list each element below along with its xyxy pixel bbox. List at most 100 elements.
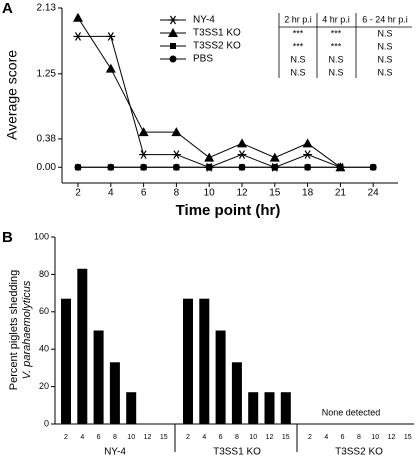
- y-tick-label: 60: [39, 306, 49, 316]
- table-header: 2 hr p.i: [284, 14, 312, 24]
- x-tick-label: 8: [357, 434, 361, 441]
- marker: [107, 163, 115, 171]
- panel-label: B: [2, 229, 13, 246]
- table-cell: N.S: [290, 54, 305, 64]
- legend-label: T3SS2 KO: [193, 41, 241, 52]
- y-tick-label: 40: [39, 344, 49, 354]
- marker: [269, 152, 280, 162]
- x-tick-label: 12: [388, 434, 396, 441]
- table-header: 6 - 24 hr p.i: [362, 14, 408, 24]
- table-cell: N.S: [328, 67, 343, 77]
- bar: [93, 330, 104, 424]
- table-cell: ***: [331, 28, 342, 38]
- marker: [138, 127, 149, 137]
- y-tick-label: 0.38: [37, 134, 57, 145]
- y-axis-label: Average score: [4, 50, 20, 140]
- marker: [106, 32, 116, 41]
- marker: [271, 163, 279, 171]
- x-tick-label: 2: [186, 434, 190, 441]
- x-tick-label: 6: [141, 188, 147, 199]
- group-label: T3SS1 KO: [213, 447, 261, 458]
- table-cell: N.S: [377, 54, 392, 64]
- y-tick-label: 1.25: [37, 68, 57, 79]
- bar: [231, 362, 242, 424]
- legend-label: T3SS1 KO: [193, 28, 241, 39]
- table-cell: ***: [331, 41, 342, 51]
- bar: [248, 392, 259, 424]
- legend-marker: [169, 55, 177, 63]
- y-axis-label: V. parahaemolyticus: [21, 280, 33, 379]
- marker: [105, 63, 116, 73]
- bar: [109, 362, 120, 424]
- x-axis-label: Time point (hr): [176, 202, 281, 219]
- x-tick-label: 4: [108, 188, 114, 199]
- y-axis-label: Percent piglets shedding: [8, 270, 20, 390]
- annotation: None detected: [322, 407, 381, 417]
- x-tick-label: 24: [368, 188, 380, 199]
- x-tick-label: 18: [302, 188, 314, 199]
- x-tick-label: 4: [202, 434, 206, 441]
- x-tick-label: 12: [266, 434, 274, 441]
- legend-label: NY-4: [193, 15, 215, 26]
- marker: [73, 32, 83, 41]
- table-cell: N.S: [377, 41, 392, 51]
- y-tick-label: 100: [34, 231, 49, 241]
- y-tick-label: 20: [39, 381, 49, 391]
- y-tick-label: 0: [44, 418, 49, 428]
- x-tick-label: 12: [236, 188, 248, 199]
- table-cell: N.S: [377, 28, 392, 38]
- bar: [126, 392, 137, 424]
- x-tick-label: 8: [235, 434, 239, 441]
- x-tick-label: 10: [249, 434, 257, 441]
- table-cell: N.S: [377, 67, 392, 77]
- marker: [73, 12, 83, 22]
- bar: [199, 298, 210, 424]
- marker: [304, 163, 312, 171]
- x-tick-label: 15: [269, 188, 281, 199]
- y-tick-label: 0.00: [37, 162, 57, 173]
- marker: [336, 163, 344, 171]
- x-tick-label: 15: [404, 434, 412, 441]
- x-tick-label: 21: [335, 188, 347, 199]
- marker: [204, 152, 215, 162]
- x-tick-label: 10: [371, 434, 379, 441]
- marker: [139, 150, 149, 159]
- marker: [237, 138, 247, 148]
- x-tick-label: 15: [160, 434, 168, 441]
- marker: [140, 163, 148, 171]
- marker: [205, 163, 213, 171]
- bar: [215, 330, 226, 424]
- bar: [61, 298, 71, 424]
- legend-marker: [168, 28, 178, 37]
- y-tick-label: 2.13: [37, 3, 57, 14]
- table-cell: ***: [293, 41, 304, 51]
- marker: [238, 163, 246, 171]
- x-tick-label: 6: [341, 434, 345, 441]
- x-tick-label: 12: [144, 434, 152, 441]
- legend-marker: [170, 43, 176, 49]
- marker: [172, 163, 180, 171]
- legend-marker: [168, 15, 178, 25]
- bar: [77, 268, 88, 424]
- x-tick-label: 4: [80, 434, 84, 441]
- table-header: 4 hr p.i: [322, 14, 350, 24]
- panel-label: A: [2, 0, 13, 17]
- x-tick-label: 2: [75, 188, 81, 199]
- bar: [264, 392, 275, 424]
- legend-label: PBS: [193, 54, 213, 65]
- table-cell: N.S: [290, 67, 305, 77]
- x-tick-label: 2: [308, 434, 312, 441]
- bar: [280, 392, 291, 424]
- marker: [369, 163, 377, 171]
- marker: [237, 150, 247, 159]
- marker: [303, 150, 313, 159]
- x-tick-label: 6: [97, 434, 101, 441]
- x-tick-label: 15: [282, 434, 290, 441]
- x-tick-label: 8: [113, 434, 117, 441]
- x-tick-label: 10: [127, 434, 135, 441]
- y-tick-label: 80: [39, 269, 49, 279]
- marker: [302, 138, 313, 148]
- group-label: NY-4: [104, 447, 126, 458]
- marker: [171, 150, 181, 159]
